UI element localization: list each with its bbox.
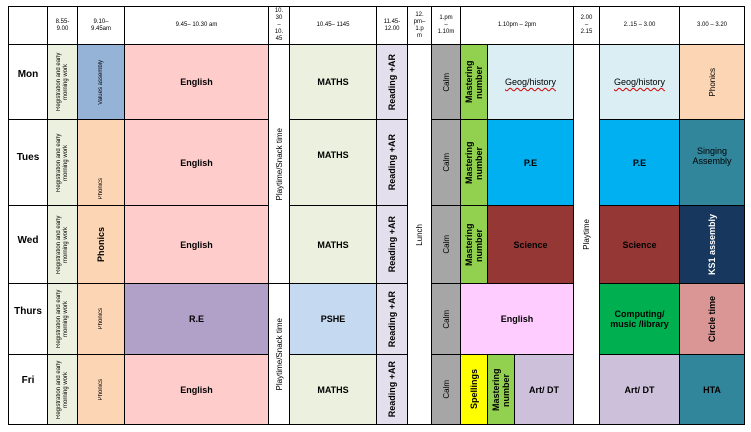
header-time-0945: 9.45– 10.30 am [124,6,269,45]
playtime-snack-lower: Playtime/Snack time [268,283,290,425]
maths-mon: MATHS [289,44,377,120]
header-time-1415: 2..15 – 3.00 [599,6,680,45]
singing-assembly-tue: Singing Assembly [679,119,745,206]
playtime-afternoon: Playtime [573,44,600,425]
mastering-number-tue: Mastering number [460,119,488,206]
phonics-mon-late: Phonics [679,44,745,120]
day-label-fri: Fri [8,354,48,425]
header-corner [8,6,48,45]
geog-history-mon-late: Geog/history [599,44,680,120]
phonics-fri: Phonics [77,354,125,425]
mastering-number-mon: Mastering number [460,44,488,120]
values-assembly-mon: Values assembly [77,44,125,120]
day-label-tue: Tues [8,119,48,206]
english-thu-pm: English [460,283,574,355]
reading-tue: Reading +AR [376,119,408,206]
header-time-1500: 3.00 – 3.20 [679,6,745,45]
english-tue: English [124,119,269,206]
phonics-wed: Phonics [77,205,125,284]
day-label-thu: Thurs [8,283,48,355]
header-time-1045: 10.45– 1145 [289,6,377,45]
reading-thu: Reading +AR [376,283,408,355]
header-time-1200: 12. pm– 1.p m [407,6,432,45]
geog-history-mon: Geog/history [487,44,574,120]
registration-tue: Registration and early morning work [47,119,78,206]
header-time-1145: 11.45- 12.00 [376,6,408,45]
pshe-thu: PSHE [289,283,377,355]
english-fri: English [124,354,269,425]
english-wed: English [124,205,269,284]
day-label-wed: Wed [8,205,48,284]
english-mon: English [124,44,269,120]
lunch: Lunch [407,44,432,425]
reading-wed: Reading +AR [376,205,408,284]
header-time-0855: 8.55- 9.00 [47,6,78,45]
registration-wed: Registration and early morning work [47,205,78,284]
spellings-fri: Spellings [460,354,488,425]
science-wed: Science [487,205,574,284]
phonics-thu: Phonics [77,283,125,355]
header-time-1400: 2.00 – 2.15 [573,6,600,45]
registration-mon: Registration and early morning work [47,44,78,120]
maths-tue: MATHS [289,119,377,206]
reading-fri: Reading +AR [376,354,408,425]
header-time-1310: 1.10pm – 2pm [460,6,574,45]
pe-tue: P.E [487,119,574,206]
header-time-1300: 1.pm – 1.10m [431,6,461,45]
circle-time-thu: Circle time [679,283,745,355]
maths-wed: MATHS [289,205,377,284]
calm-thu: Calm [431,283,461,355]
hta-fri: HTA [679,354,745,425]
science-wed-late: Science [599,205,680,284]
day-label-mon: Mon [8,44,48,120]
registration-fri: Registration and early morning work [47,354,78,425]
calm-mon: Calm [431,44,461,120]
ks1-assembly-wed: KS1 assembly [679,205,745,284]
header-time-1030: 10. 30 – 10. 45 [268,6,290,45]
playtime-snack-upper: Playtime/Snack time [268,44,290,284]
mastering-number-fri: Mastering number [487,354,515,425]
registration-thu: Registration and early morning work [47,283,78,355]
art-dt-fri-pm: Art/ DT [514,354,574,425]
calm-tue: Calm [431,119,461,206]
reading-mon: Reading +AR [376,44,408,120]
art-dt-fri-late: Art/ DT [599,354,680,425]
re-thu: R.E [124,283,269,355]
pe-tue-late: P.E [599,119,680,206]
mastering-number-wed: Mastering number [460,205,488,284]
phonics-tue: Phonics [77,119,125,206]
header-time-0910: 9.10– 9.45am [77,6,125,45]
calm-wed: Calm [431,205,461,284]
maths-fri: MATHS [289,354,377,425]
calm-fri: Calm [431,354,461,425]
computing-thu: Computing/ music /library [599,283,680,355]
